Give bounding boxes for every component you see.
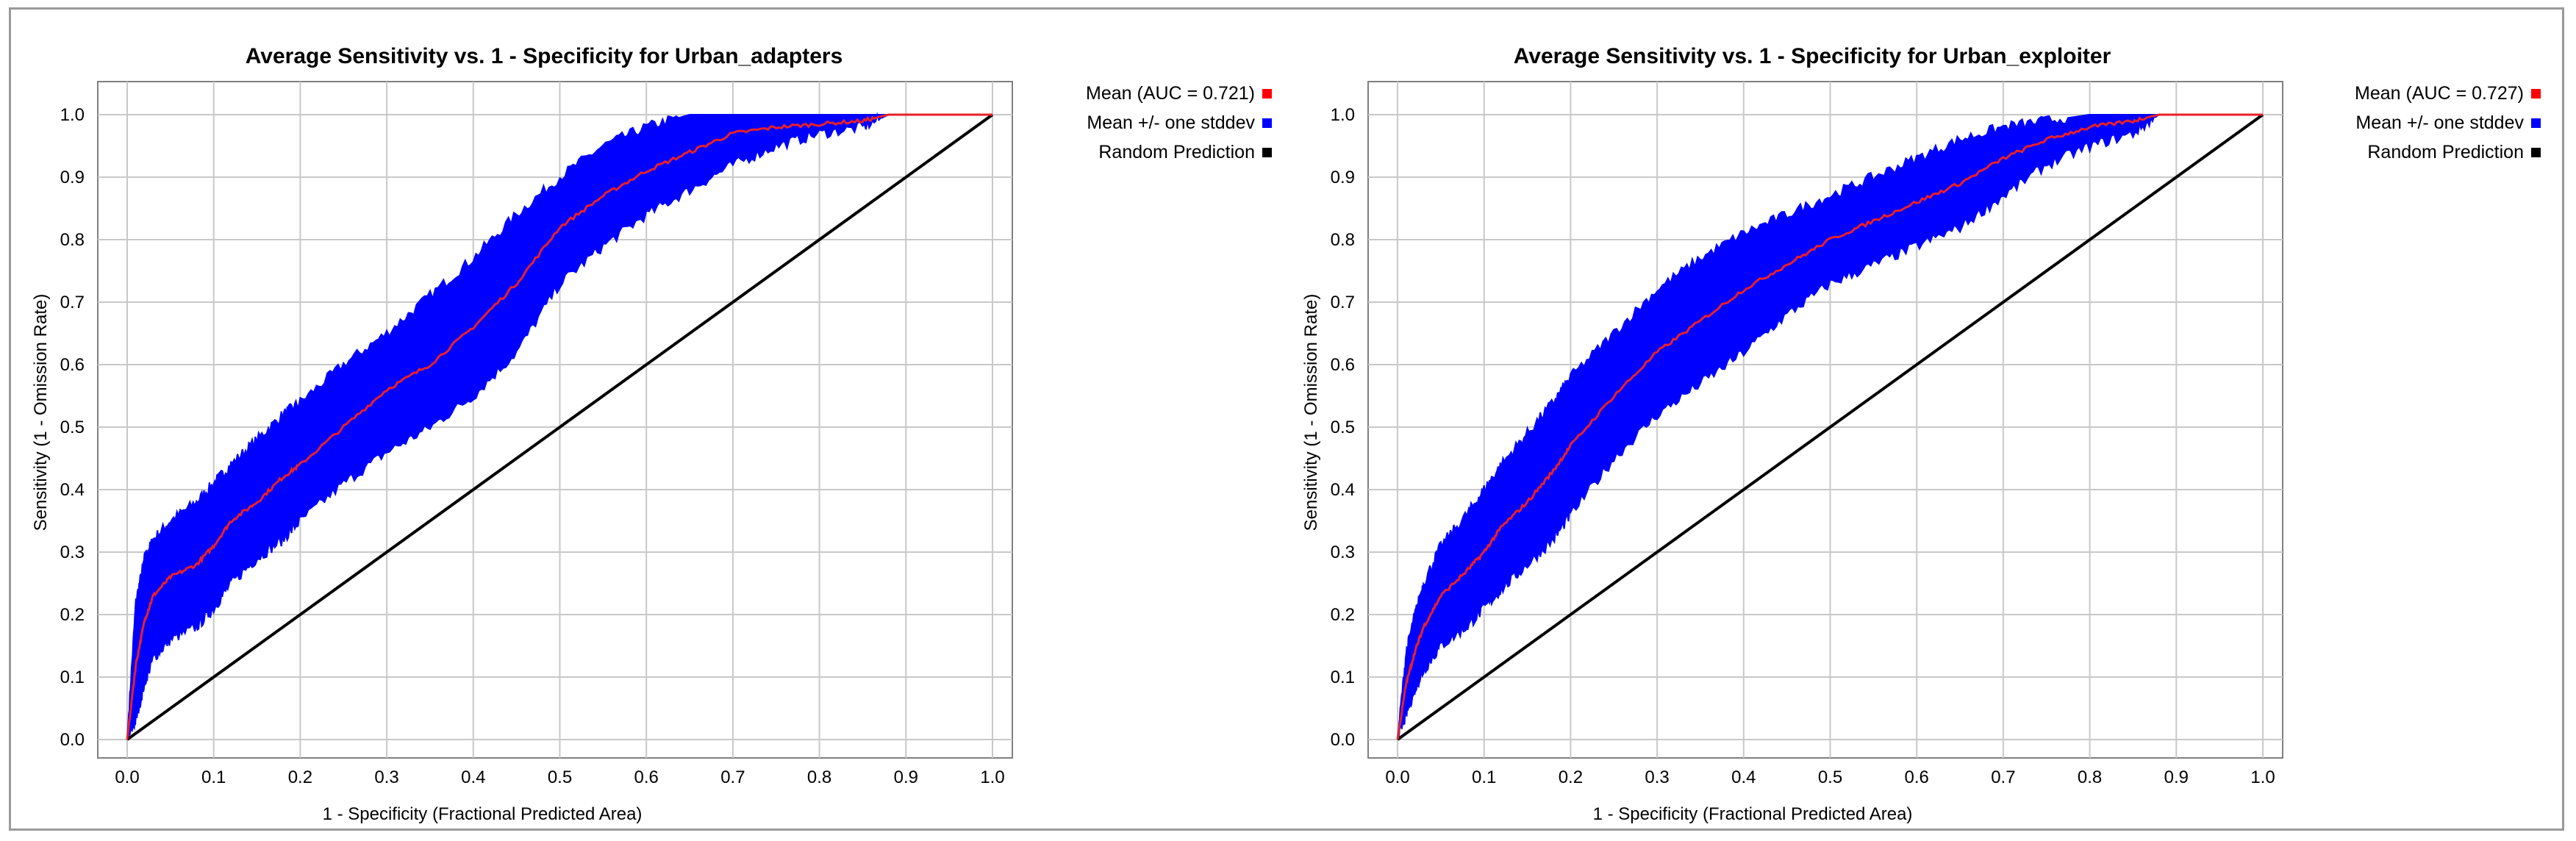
x-tick-label: 0.2	[1559, 767, 1583, 787]
legend-swatch-mean	[2531, 89, 2541, 99]
x-tick-label: 0.4	[461, 767, 485, 787]
plot-area	[97, 81, 1013, 759]
legend: Mean (AUC = 0.721) Mean +/- one stddev R…	[1086, 83, 1272, 162]
x-tick-label: 0.7	[1991, 767, 2015, 787]
legend-entry-random: Random Prediction	[1098, 142, 1255, 162]
chart-urban-adapters: Average Sensitivity vs. 1 - Specificity …	[31, 44, 1272, 824]
legend-swatch-stddev	[2531, 118, 2541, 128]
figure-frame: Average Sensitivity vs. 1 - Specificity …	[9, 7, 2564, 831]
legend-entry-random: Random Prediction	[2367, 142, 2524, 162]
x-tick-label: 0.3	[374, 767, 398, 787]
y-tick-label: 1.0	[60, 105, 85, 125]
y-tick-label: 0.5	[60, 418, 85, 437]
y-tick-label: 0.4	[60, 480, 85, 500]
x-tick-label: 0.2	[288, 767, 312, 787]
legend-entry-stddev: Mean +/- one stddev	[2355, 112, 2524, 133]
random-prediction-line	[126, 113, 994, 741]
grid	[1368, 82, 2283, 758]
chart-title: Average Sensitivity vs. 1 - Specificity …	[1514, 44, 2111, 68]
x-tick-label: 0.6	[634, 767, 659, 787]
mean-line	[126, 113, 992, 740]
legend-swatch-stddev	[1262, 118, 1272, 128]
y-tick-label: 0.6	[1331, 355, 1355, 375]
x-tick-label: 0.1	[1472, 767, 1496, 787]
legend: Mean (AUC = 0.727) Mean +/- one stddev R…	[2355, 83, 2541, 162]
y-tick-label: 0.3	[60, 543, 85, 562]
y-tick-label: 0.8	[60, 230, 85, 250]
stddev-band-area	[126, 112, 992, 740]
y-tick-label: 0.2	[1331, 605, 1355, 625]
x-tick-label: 0.6	[1905, 767, 1929, 787]
legend-entry-mean: Mean (AUC = 0.721)	[1086, 83, 1255, 104]
x-tick-label: 0.0	[115, 767, 139, 787]
y-tick-label: 0.9	[60, 168, 85, 187]
x-tick-label: 0.8	[2078, 767, 2102, 787]
x-tick-label: 1.0	[980, 767, 1004, 787]
y-tick-label: 0.2	[60, 605, 85, 625]
plot-area	[1367, 81, 2283, 759]
random-prediction-line	[1396, 113, 2264, 741]
x-axis-label: 1 - Specificity (Fractional Predicted Ar…	[1593, 804, 1913, 824]
y-tick-label: 0.9	[1331, 168, 1355, 187]
mean-line	[1396, 113, 2263, 740]
stddev-band	[126, 112, 992, 740]
legend-swatch-random	[2531, 148, 2541, 157]
legend-swatch-mean	[1262, 89, 1272, 99]
y-tick-label: 0.1	[1331, 668, 1355, 687]
x-tick-label: 0.3	[1645, 767, 1669, 787]
mean-curve	[126, 113, 992, 740]
y-tick-label: 0.4	[1331, 480, 1355, 500]
y-tick-label: 0.3	[1331, 543, 1355, 562]
roc-charts: Average Sensitivity vs. 1 - Specificity …	[31, 44, 2541, 824]
random-prediction-segment	[1396, 113, 2264, 741]
y-tick-label: 1.0	[1331, 105, 1355, 125]
x-tick-label: 0.7	[720, 767, 745, 787]
y-tick-label: 0.5	[1331, 418, 1355, 437]
y-tick-label: 0.7	[1331, 293, 1355, 312]
y-tick-label: 0.7	[60, 293, 85, 312]
x-tick-label: 0.1	[201, 767, 226, 787]
x-tick-label: 0.5	[1818, 767, 1842, 787]
y-tick-label: 0.1	[60, 668, 85, 687]
stddev-band-area	[1397, 114, 2263, 740]
y-axis-label: Sensitivity (1 - Omission Rate)	[1301, 294, 1321, 532]
stddev-band	[1397, 114, 2263, 740]
x-axis-label: 1 - Specificity (Fractional Predicted Ar…	[323, 804, 643, 824]
mean-curve	[1396, 113, 2263, 740]
random-prediction-segment	[126, 113, 994, 741]
x-tick-label: 0.9	[2164, 767, 2189, 787]
y-tick-labels: 0.0 0.1 0.2 0.3 0.4 0.5 0.6 0.7 0.8 0.9 1.0	[60, 105, 85, 750]
x-tick-labels: 0.0 0.1 0.2 0.3 0.4 0.5 0.6 0.7 0.8 0.9 1.0	[115, 767, 1004, 787]
y-tick-label: 0.0	[1331, 730, 1355, 750]
x-tick-label: 1.0	[2250, 767, 2275, 787]
y-tick-label: 0.6	[60, 355, 85, 375]
y-axis-label: Sensitivity (1 - Omission Rate)	[31, 294, 51, 532]
legend-entry-mean: Mean (AUC = 0.727)	[2355, 83, 2524, 104]
x-tick-label: 0.9	[894, 767, 918, 787]
x-tick-label: 0.8	[807, 767, 831, 787]
x-tick-label: 0.4	[1731, 767, 1756, 787]
y-tick-labels: 0.0 0.1 0.2 0.3 0.4 0.5 0.6 0.7 0.8 0.9 1.0	[1331, 105, 1355, 750]
x-tick-label: 0.0	[1385, 767, 1409, 787]
y-tick-label: 0.8	[1331, 230, 1355, 250]
legend-swatch-random	[1262, 148, 1272, 157]
x-tick-label: 0.5	[548, 767, 572, 787]
x-tick-labels: 0.0 0.1 0.2 0.3 0.4 0.5 0.6 0.7 0.8 0.9 1.0	[1385, 767, 2275, 787]
y-tick-label: 0.0	[60, 730, 85, 750]
chart-urban-exploiter: Average Sensitivity vs. 1 - Specificity …	[1301, 44, 2541, 824]
legend-entry-stddev: Mean +/- one stddev	[1087, 112, 1255, 133]
chart-title: Average Sensitivity vs. 1 - Specificity …	[246, 44, 843, 68]
